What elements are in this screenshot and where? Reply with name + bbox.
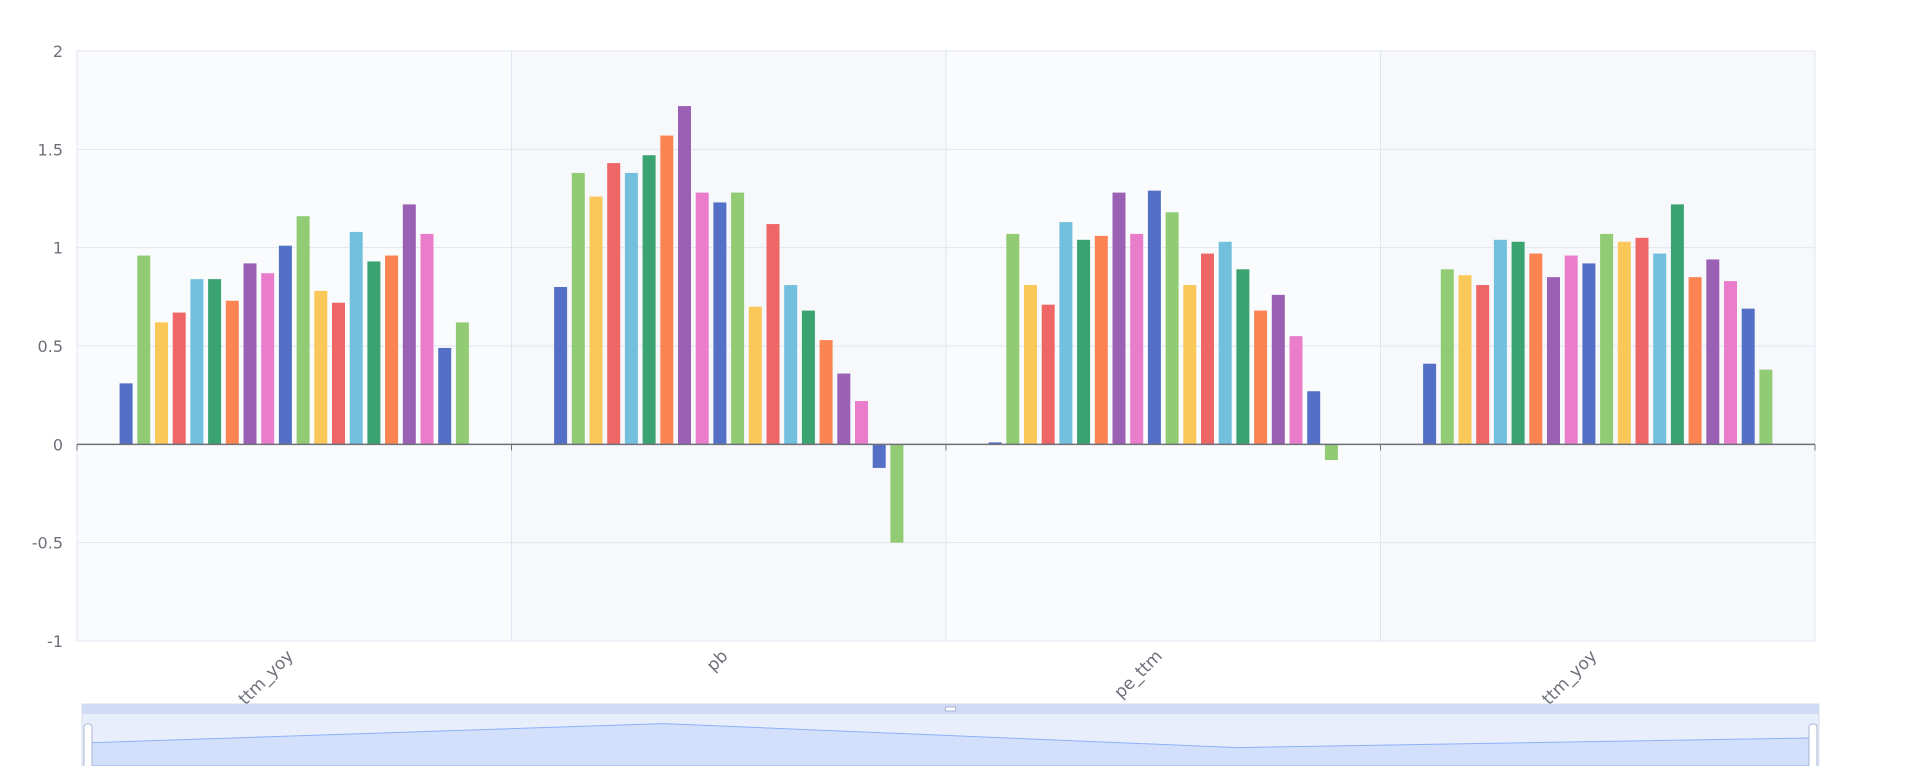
bar-revenue_ttm_yoy-s11	[1600, 233, 1614, 445]
bar-pb-s4	[607, 163, 621, 445]
bar-pe_ttm-s11	[1165, 212, 1179, 445]
bar-pb-s16	[819, 340, 833, 445]
bar-pb-s9	[695, 192, 709, 445]
bar-net_profit_ttm_yoy-s15	[367, 261, 381, 445]
bar-net_profit_ttm_yoy-s10	[278, 245, 292, 445]
bar-pe_ttm-s19	[1307, 391, 1321, 445]
bar-net_profit_ttm_yoy-s11	[296, 216, 310, 445]
bar-revenue_ttm_yoy-s7	[1529, 253, 1543, 445]
bar-pb-s18	[855, 401, 868, 445]
bar-revenue_ttm_yoy-s14	[1653, 253, 1667, 445]
gridlines	[76, 50, 1816, 642]
bar-pb-s1	[554, 287, 568, 445]
y-tick-label: -0.5	[32, 534, 63, 553]
bar-pb-s2	[571, 172, 585, 445]
bar-pe_ttm-s14	[1218, 241, 1232, 445]
x-category-label: pb	[703, 646, 732, 675]
axes	[76, 443, 1816, 451]
bar-pb-s17	[837, 373, 851, 445]
bar-revenue_ttm_yoy-s17	[1706, 259, 1720, 445]
bar-net_profit_ttm_yoy-s18	[420, 233, 434, 445]
bar-net_profit_ttm_yoy-s1	[119, 383, 133, 445]
bar-pb-s13	[766, 224, 780, 445]
bar-pb-s5	[624, 172, 638, 445]
bar-net_profit_ttm_yoy-s4	[172, 312, 186, 445]
bar-net_profit_ttm_yoy-s16	[385, 255, 399, 445]
bar-net_profit_ttm_yoy-s9	[261, 273, 275, 445]
y-tick-label: 1	[53, 239, 63, 258]
bar-pb-s15	[801, 310, 815, 445]
bar-pb-s11	[731, 192, 745, 445]
bar-pe_ttm-s18	[1289, 336, 1303, 445]
bar-pe_ttm-s10	[1147, 190, 1161, 445]
bar-pe_ttm-s3	[1024, 285, 1037, 445]
bar-pe_ttm-s5	[1059, 222, 1073, 445]
y-tick-label: 2	[53, 42, 63, 61]
bar-net_profit_ttm_yoy-s3	[155, 322, 168, 445]
data-zoom-slider[interactable]	[81, 703, 1820, 766]
bar-pb-s7	[660, 135, 674, 445]
bar-net_profit_ttm_yoy-s6	[208, 279, 222, 445]
bar-pe_ttm-s2	[1006, 233, 1020, 445]
bar-revenue_ttm_yoy-s20	[1759, 369, 1773, 445]
bar-net_profit_ttm_yoy-s7	[225, 300, 239, 445]
bar-pb-s12	[748, 306, 762, 445]
bar-revenue_ttm_yoy-s4	[1476, 285, 1490, 445]
y-tick-label: 1.5	[38, 140, 63, 159]
bar-pe_ttm-s9	[1130, 233, 1144, 445]
bar-pb-s8	[678, 106, 691, 445]
bar-revenue_ttm_yoy-s5	[1493, 239, 1507, 445]
bar-revenue_ttm_yoy-s18	[1724, 281, 1737, 445]
bar-revenue_ttm_yoy-s19	[1741, 308, 1755, 445]
bar-pe_ttm-s4	[1041, 304, 1055, 445]
bar-pe_ttm-s8	[1112, 192, 1126, 445]
bar-revenue_ttm_yoy-s16	[1688, 277, 1702, 445]
bar-net_profit_ttm_yoy-s14	[349, 231, 363, 445]
bar-pb-s20	[890, 444, 904, 543]
zoom-move-handle[interactable]	[945, 706, 956, 712]
y-tick-label: 0.5	[38, 337, 63, 356]
y-tick-label: -1	[47, 632, 63, 651]
bar-revenue_ttm_yoy-s6	[1511, 241, 1525, 445]
bar-net_profit_ttm_yoy-s2	[137, 255, 151, 445]
bar-net_profit_ttm_yoy-s20	[455, 322, 469, 445]
bar-pb-s19	[872, 444, 886, 468]
bar-revenue_ttm_yoy-s8	[1547, 277, 1560, 445]
bar-revenue_ttm_yoy-s2	[1440, 269, 1454, 445]
bar-pe_ttm-s20	[1324, 444, 1338, 461]
bar-pb-s14	[784, 285, 798, 445]
bar-revenue_ttm_yoy-s12	[1617, 241, 1631, 445]
bar-pb-s3	[589, 196, 603, 445]
bar-revenue_ttm_yoy-s13	[1635, 237, 1649, 445]
bar-pe_ttm-s7	[1094, 235, 1108, 445]
bar-revenue_ttm_yoy-s15	[1670, 204, 1684, 445]
bars	[119, 106, 1773, 543]
y-tick-label: 0	[53, 435, 63, 454]
bar-pe_ttm-s12	[1183, 285, 1197, 445]
bar-pb-s10	[713, 202, 727, 445]
bar-net_profit_ttm_yoy-s12	[314, 290, 328, 445]
bar-net_profit_ttm_yoy-s8	[243, 263, 257, 445]
zoom-right-handle[interactable]	[1808, 723, 1818, 766]
bar-pe_ttm-s6	[1077, 239, 1091, 445]
bar-pe_ttm-s17	[1271, 294, 1285, 445]
x-category-label: pe_ttm	[1110, 646, 1166, 702]
bar-revenue_ttm_yoy-s1	[1423, 363, 1437, 445]
bar-net_profit_ttm_yoy-s17	[402, 204, 416, 445]
bar-pe_ttm-s1	[988, 442, 1002, 445]
bar-pe_ttm-s13	[1201, 253, 1214, 445]
bar-revenue_ttm_yoy-s3	[1458, 275, 1472, 445]
bar-net_profit_ttm_yoy-s5	[190, 279, 204, 445]
bar-pe_ttm-s16	[1254, 310, 1268, 445]
bar-pe_ttm-s15	[1236, 269, 1250, 445]
bar-revenue_ttm_yoy-s10	[1582, 263, 1596, 445]
y-axis-tick-labels: 2 1.5 1 0.5 0 -0.5 -1	[32, 42, 63, 651]
zoom-left-handle[interactable]	[83, 723, 93, 766]
bar-revenue_ttm_yoy-s9	[1564, 255, 1578, 445]
bar-net_profit_ttm_yoy-s13	[332, 302, 345, 445]
bar-net_profit_ttm_yoy-s19	[438, 347, 452, 445]
bar-pb-s6	[642, 155, 656, 445]
